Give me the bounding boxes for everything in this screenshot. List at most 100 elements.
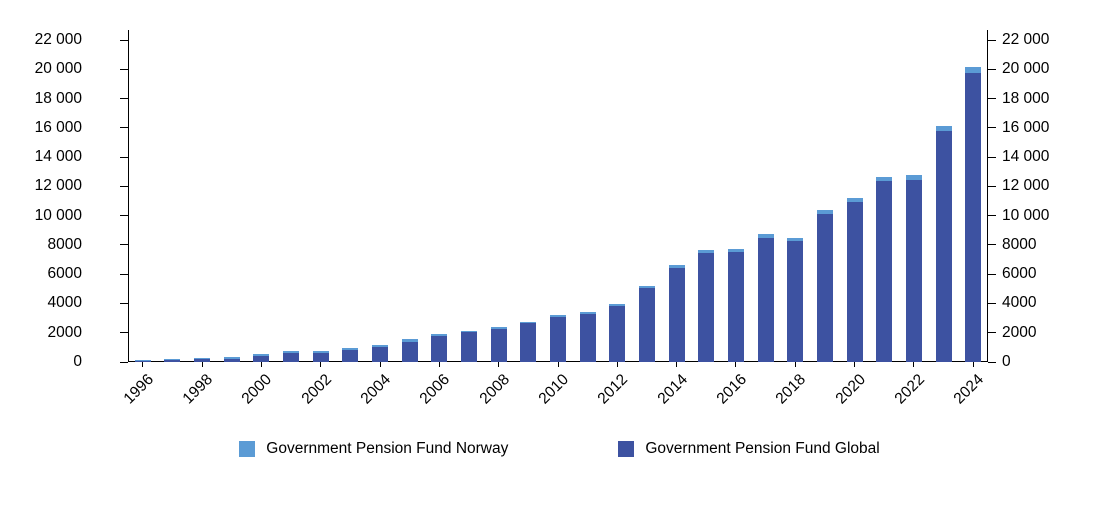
y-axis-label-right: 4000 [1002,294,1037,312]
y-axis-label-right: 20 000 [1002,60,1050,78]
y-tick-right [988,156,996,158]
bar-2016-global [727,252,744,362]
bar-2015-global [698,252,715,362]
bar-2002-norway [312,351,329,354]
bar-2024-norway [965,67,982,74]
bar-2007-norway [461,330,478,333]
y-tick-right [988,39,996,41]
x-tick [260,362,262,367]
x-axis-label: 2012 [594,371,632,408]
y-tick-right [988,68,996,70]
x-axis-label: 2024 [950,371,988,408]
x-axis-label: 2020 [832,371,869,408]
legend-label-global: Government Pension Fund Global [645,440,880,457]
bar-2014-norway [668,265,685,268]
bar-2022-norway [905,175,922,181]
bar-2020-global [846,202,863,362]
bar-1997-norway [164,358,181,361]
y-tick-right [988,98,996,100]
x-axis-label: 2010 [535,371,573,408]
x-axis-label: 1996 [120,371,157,408]
bar-2013-global [638,288,655,362]
bar-2014-global [668,267,685,362]
y-axis-label-left: 4000 [47,294,82,312]
x-tick [379,362,381,367]
y-axis-label-right: 2000 [1002,323,1037,341]
bar-2005-norway [401,339,418,342]
y-axis-label-right: 10 000 [1002,206,1050,224]
bar-2010-global [550,316,566,362]
x-tick [616,362,618,367]
bar-2003-global [342,349,359,362]
y-tick-left [120,98,128,100]
y-axis-label-right: 12 000 [1002,177,1050,195]
y-axis-label-left: 20 000 [34,60,82,78]
bar-2001-norway [283,350,300,353]
bar-2018-norway [787,237,804,242]
y-axis-label-left: 6000 [47,265,82,283]
y-axis-label-left: 0 [73,353,82,370]
x-axis-label: 2000 [239,371,276,408]
bar-2017-global [757,237,774,362]
y-tick-left [120,361,128,363]
x-tick [320,362,322,367]
x-axis-label: 1998 [179,371,217,408]
y-axis-label-right: 18 000 [1002,89,1050,107]
bar-1999-global [223,358,240,362]
x-tick [201,362,203,367]
y-tick-right [988,302,996,304]
y-axis-label-right: 0 [1002,353,1011,370]
y-tick-right [988,185,996,187]
legend-item-norway: Government Pension Fund Norway [239,440,508,458]
y-tick-right [988,215,996,217]
bar-2001-global [283,352,300,362]
bar-2019-norway [816,210,833,215]
bar-1999-norway [223,356,240,359]
x-tick [498,362,500,367]
bar-2006-norway [431,334,448,336]
x-tick [794,362,796,367]
x-tick [438,362,440,367]
bar-2008-norway [490,327,507,329]
bar-1998-norway [194,357,211,360]
legend: Government Pension Fund Norway Governmen… [0,440,1119,458]
plot-area [128,30,988,362]
bar-1996-norway [134,359,151,362]
bar-1997-global [164,360,181,362]
x-axis-label: 2002 [298,371,335,408]
bar-1998-global [194,359,211,362]
y-tick-left [120,244,128,246]
bar-2002-global [312,353,329,362]
x-axis-label: 2014 [654,371,691,408]
x-axis-label: 2018 [772,371,810,408]
y-tick-left [120,215,128,217]
y-tick-right [988,361,996,363]
bar-2021-norway [876,176,893,182]
bar-2019-global [816,214,833,362]
x-tick [913,362,915,367]
bar-2018-global [787,241,804,362]
bar-2021-global [876,181,893,362]
y-tick-right [988,332,996,334]
y-tick-left [120,185,128,187]
bar-2009-global [520,323,537,362]
bar-2011-global [579,313,596,362]
x-tick [557,362,559,367]
legend-swatch-norway [239,441,256,457]
bar-2010-norway [550,314,566,317]
bar-2020-norway [846,197,863,203]
y-tick-left [120,302,128,304]
x-tick [972,362,974,367]
y-axis-label-right: 6000 [1002,265,1037,283]
y-tick-left [120,273,128,275]
x-tick [142,362,144,367]
x-axis-label: 2016 [713,371,750,408]
y-axis-label-left: 10 000 [34,206,82,224]
bar-2007-global [461,332,478,362]
x-axis-label: 2004 [357,371,395,408]
y-axis-label-left: 8000 [47,235,82,253]
y-axis-label-left: 14 000 [34,148,82,166]
bar-2004-global [372,347,389,362]
bar-2015-norway [698,249,715,253]
